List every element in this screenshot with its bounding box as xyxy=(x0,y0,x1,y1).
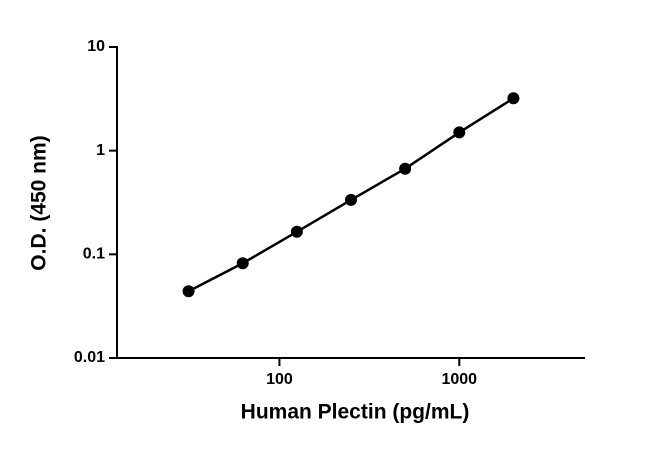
y-tick-label: 0.01 xyxy=(74,349,105,366)
x-tick-label: 1000 xyxy=(441,371,477,388)
data-point xyxy=(453,126,466,139)
y-tick-label: 10 xyxy=(87,38,105,55)
y-tick-label: 0.1 xyxy=(83,246,105,263)
data-point xyxy=(345,193,357,206)
x-tick-label: 100 xyxy=(266,371,293,388)
data-point xyxy=(507,92,520,105)
data-point xyxy=(290,225,303,238)
y-tick-label: 1 xyxy=(96,142,105,159)
data-point xyxy=(236,257,249,270)
y-axis-title: O.D. (450 nm) xyxy=(28,135,51,270)
data-point xyxy=(182,285,195,298)
data-point xyxy=(399,162,412,175)
x-axis-title: Human Plectin (pg/mL) xyxy=(241,401,470,424)
